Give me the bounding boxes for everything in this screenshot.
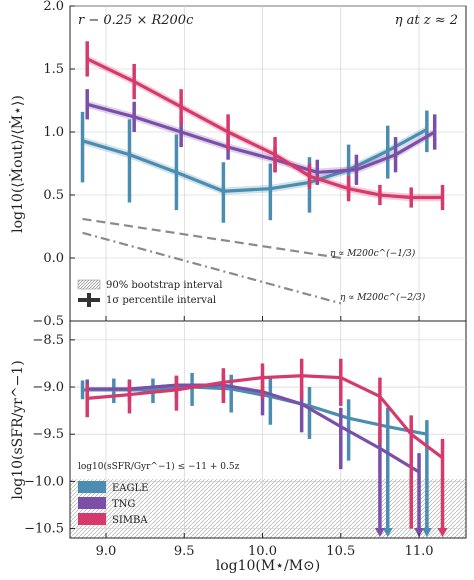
percentile-legend-label: 1σ percentile interval bbox=[106, 295, 216, 306]
reference-line-2 bbox=[82, 231, 342, 305]
bottom-y-tick-label: −10.0 bbox=[24, 474, 64, 489]
x-axis-label: log10(M⋆/M⊙) bbox=[216, 558, 321, 574]
bottom-y-ticks: −8.5 −9.0 −9.5 −10.0 −10.5 bbox=[24, 333, 75, 537]
bottom-y-tick-label: −9.5 bbox=[32, 427, 64, 442]
top-series bbox=[80, 41, 445, 223]
bottom-y-tick-label: −9.0 bbox=[32, 380, 64, 395]
top-y-tick-label: 2.0 bbox=[43, 0, 64, 14]
x-tick-label: 9.5 bbox=[174, 544, 195, 559]
top-y-axis-label: log10(⟨Ṁout⟩/⟨Ṁ⋆⟩) bbox=[8, 95, 26, 233]
top-grid bbox=[70, 5, 466, 322]
x-tick-label: 9.0 bbox=[96, 544, 117, 559]
top-reference-lines bbox=[82, 217, 342, 305]
ref-line-2-label: η ∝ M200c^(−2/3) bbox=[340, 292, 426, 303]
simba-limit-arrow bbox=[437, 528, 448, 537]
eagle-bootstrap-band bbox=[82, 125, 427, 195]
tng-legend-label: TNG bbox=[112, 499, 135, 510]
tng-legend-swatch bbox=[78, 497, 106, 509]
simba-line bbox=[87, 374, 444, 460]
x-tick-label: 10.5 bbox=[326, 544, 355, 559]
top-y-ticks: −0.5 0.0 0.5 1.0 1.5 2.0 bbox=[32, 0, 75, 329]
bottom-legend: EAGLE TNG SIMBA bbox=[78, 481, 148, 526]
eta-annotation: η at z ≈ 2 bbox=[395, 13, 458, 28]
tng-limit-arrow bbox=[374, 528, 385, 537]
tng-limit-arrow bbox=[414, 528, 425, 537]
top-panel: −0.5 0.0 0.5 1.0 1.5 2.0 r − 0.25 × R200c η a… bbox=[32, 0, 467, 329]
simba-legend-swatch bbox=[78, 513, 106, 525]
radius-annotation: r − 0.25 × R200c bbox=[78, 13, 194, 28]
quenched-region bbox=[70, 479, 466, 538]
bottom-series bbox=[80, 358, 448, 537]
x-tick-label: 11.0 bbox=[405, 544, 434, 559]
bottom-y-tick-label: −10.5 bbox=[24, 522, 64, 537]
eagle-limit-arrow bbox=[382, 528, 393, 537]
top-y-tick-label: 1.5 bbox=[43, 62, 64, 77]
bottom-y-axis-label: log10(sSFR/yr^−1) bbox=[10, 360, 26, 499]
quenched-threshold-label: log10(sSFR/Gyr^−1) ≤ −11 + 0.5z bbox=[78, 461, 240, 472]
top-y-tick-label: −0.5 bbox=[32, 314, 64, 329]
ref-line-1-label: η ∝ M200c^(−1/3) bbox=[330, 248, 416, 259]
bootstrap-legend-swatch bbox=[77, 279, 101, 290]
top-y-tick-label: 0.5 bbox=[43, 188, 64, 203]
bootstrap-legend-label: 90% bootstrap interval bbox=[106, 280, 223, 291]
top-legend: 90% bootstrap interval 1σ percentile int… bbox=[77, 279, 223, 307]
tng-line bbox=[87, 383, 420, 474]
eagle-legend-swatch bbox=[78, 481, 106, 493]
reference-line-1 bbox=[82, 217, 341, 260]
eagle-legend-label: EAGLE bbox=[112, 483, 148, 494]
bottom-panel-frame bbox=[69, 320, 467, 539]
bottom-panel: −8.5 −9.0 −9.5 −10.0 −10.5 9.0 9.5 10.0 10.5 11.… bbox=[24, 316, 467, 559]
eagle-limit-arrow bbox=[421, 528, 432, 537]
x-ticks: 9.0 9.5 10.0 10.5 11.0 bbox=[96, 316, 434, 559]
top-y-tick-label: 1.0 bbox=[43, 125, 64, 140]
tng-bootstrap-band bbox=[87, 100, 435, 177]
simba-line bbox=[86, 57, 443, 200]
x-tick-label: 10.0 bbox=[248, 544, 277, 559]
bottom-y-tick-label: −8.5 bbox=[32, 333, 64, 348]
simba-legend-label: SIMBA bbox=[112, 515, 148, 526]
top-y-tick-label: 0.0 bbox=[43, 251, 64, 266]
